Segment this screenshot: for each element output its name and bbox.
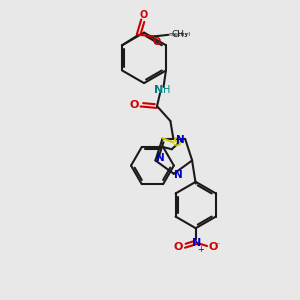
Text: O: O [152,37,161,47]
Text: H: H [164,85,171,95]
Text: N: N [176,135,184,145]
Text: O: O [129,100,139,110]
Text: N: N [156,153,165,163]
Text: N: N [154,85,164,95]
Text: O: O [208,242,218,252]
Text: +: + [197,244,204,253]
Text: N: N [175,170,183,180]
Text: N: N [192,238,201,248]
Text: O: O [174,242,183,252]
Text: O: O [140,10,148,20]
Text: CH₃: CH₃ [172,30,188,39]
Text: methyl: methyl [169,32,190,37]
Text: S: S [172,136,181,149]
Text: ⁻: ⁻ [215,240,220,249]
